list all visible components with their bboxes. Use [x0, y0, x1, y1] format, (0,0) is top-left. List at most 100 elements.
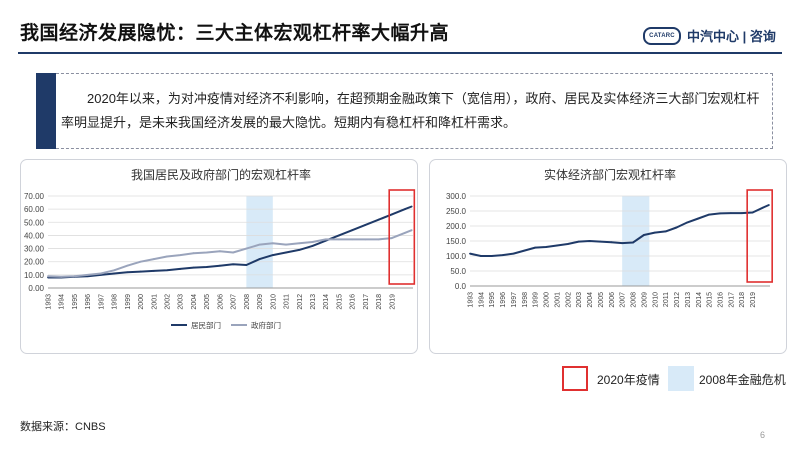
x-tick-label: 2009: [257, 294, 264, 310]
summary-box: 2020年以来，为对冲疫情对经济不利影响，在超预期金融政策下（宽信用），政府、居…: [36, 73, 773, 149]
x-tick-label: 2013: [310, 294, 317, 310]
data-point: [740, 212, 743, 214]
data-point: [512, 252, 515, 255]
series-line-secondary: [47, 229, 413, 278]
x-tick-label: 1995: [72, 294, 79, 310]
chart-panel-household-government: 我国居民及政府部门的宏观杠杆率 0.00 10.00 20.00 30.00 40.00 5…: [20, 159, 418, 354]
data-point: [410, 229, 413, 232]
data-point: [113, 272, 116, 275]
x-tick-label: 2000: [138, 294, 145, 310]
household-government-leverage-chart: 我国居民及政府部门的宏观杠杆率 0.00 10.00 20.00 30.00 40.00 5…: [24, 167, 416, 330]
data-point: [179, 268, 182, 270]
x-tick-label: 1998: [112, 294, 119, 310]
x-tick-label: 1999: [533, 292, 540, 308]
chart-title: 实体经济部门宏观杠杆率: [544, 167, 676, 182]
x-tick-label: 2004: [587, 292, 594, 308]
x-tick-label: 2004: [191, 294, 198, 310]
x-tick-label: 1993: [46, 294, 53, 310]
series-line-primary: [48, 205, 413, 279]
data-point: [219, 264, 221, 267]
x-tick-label: 2002: [565, 292, 572, 308]
data-point: [86, 273, 89, 276]
data-point: [232, 263, 235, 266]
legend-label: 政府部门: [251, 320, 281, 330]
crisis-2008-band: [246, 196, 273, 288]
data-point: [643, 234, 645, 236]
data-point: [139, 260, 142, 263]
x-tick-label: 2012: [674, 292, 681, 308]
data-point: [708, 213, 711, 216]
data-point: [377, 218, 380, 221]
x-tick-label: 2014: [696, 292, 703, 308]
x-tick-label: 2019: [750, 292, 757, 308]
series-line-primary: [469, 204, 770, 257]
x-tick-label: 2002: [165, 294, 172, 310]
y-tick-label: 0.00: [28, 284, 44, 293]
data-point: [298, 242, 301, 245]
x-tick-label: 2003: [178, 294, 185, 310]
x-tick-label: 1993: [468, 292, 475, 308]
data-point: [271, 254, 274, 257]
data-point: [126, 264, 129, 267]
y-tick-label: 60.00: [24, 205, 45, 214]
real-economy-leverage-chart: 实体经济部门宏观杠杆率 0.0 50.0 100.0 150.0 200.0 250.0 30…: [446, 167, 773, 308]
x-tick-label: 2003: [576, 292, 583, 308]
data-point: [719, 212, 721, 215]
y-tick-label: 40.00: [24, 231, 45, 240]
summary-text: 2020年以来，为对冲疫情对经济不利影响，在超预期金融政策下（宽信用），政府、居…: [61, 91, 760, 130]
data-point: [351, 229, 354, 232]
data-point: [245, 264, 248, 266]
data-point: [621, 242, 624, 244]
data-point: [479, 255, 482, 257]
x-tick-label: 2014: [323, 294, 330, 310]
y-tick-label: 30.00: [24, 245, 45, 254]
x-tick-label: 2006: [609, 292, 616, 308]
data-point: [232, 251, 235, 254]
title-divider: [18, 52, 782, 54]
x-tick-label: 2005: [598, 292, 605, 308]
data-point: [653, 231, 656, 234]
x-tick-label: 2000: [544, 292, 551, 308]
x-tick-label: 1996: [85, 294, 92, 310]
data-point: [113, 269, 116, 272]
data-point: [258, 243, 261, 246]
data-point: [534, 246, 537, 249]
data-point: [501, 254, 504, 256]
data-point: [762, 206, 765, 209]
x-tick-label: 2005: [204, 294, 211, 310]
legend-label: 居民部门: [191, 320, 221, 330]
y-tick-label: 50.0: [450, 267, 466, 276]
x-tick-label: 1994: [59, 294, 66, 310]
x-tick-label: 2016: [350, 294, 357, 310]
logo-text: 中汽中心 | 咨询: [687, 29, 776, 44]
data-point: [139, 270, 142, 273]
data-point: [311, 241, 314, 243]
data-point: [60, 275, 63, 278]
data-point: [577, 240, 580, 243]
data-point: [588, 240, 591, 242]
data-point: [192, 252, 195, 255]
y-tick-label: 100.0: [446, 252, 467, 261]
data-point: [364, 238, 367, 241]
chart-title: 我国居民及政府部门的宏观杠杆率: [131, 167, 311, 182]
y-tick-label: 200.0: [446, 222, 467, 231]
data-point: [523, 249, 526, 252]
data-point: [166, 255, 168, 258]
page-title: 我国经济发展隐忧：三大主体宏观杠杆率大幅升高: [20, 23, 450, 44]
x-tick-label: 2019: [389, 294, 396, 310]
data-point: [338, 234, 340, 237]
y-tick-label: 20.00: [24, 258, 45, 267]
x-tick-label: 2009: [641, 292, 648, 308]
data-point: [599, 240, 602, 243]
data-point: [545, 246, 547, 248]
x-tick-label: 2006: [217, 294, 224, 310]
chart-panel-real-economy: 实体经济部门宏观杠杆率 0.0 50.0 100.0 150.0 200.0 250.0 30…: [429, 159, 787, 354]
data-point: [152, 258, 155, 260]
x-tick-label: 2008: [244, 294, 251, 310]
x-tick-label: 2013: [685, 292, 692, 308]
data-point: [179, 254, 182, 257]
x-tick-label: 1996: [500, 292, 507, 308]
data-point: [390, 213, 393, 216]
covid-legend-swatch: [562, 366, 588, 391]
data-point: [410, 205, 413, 208]
